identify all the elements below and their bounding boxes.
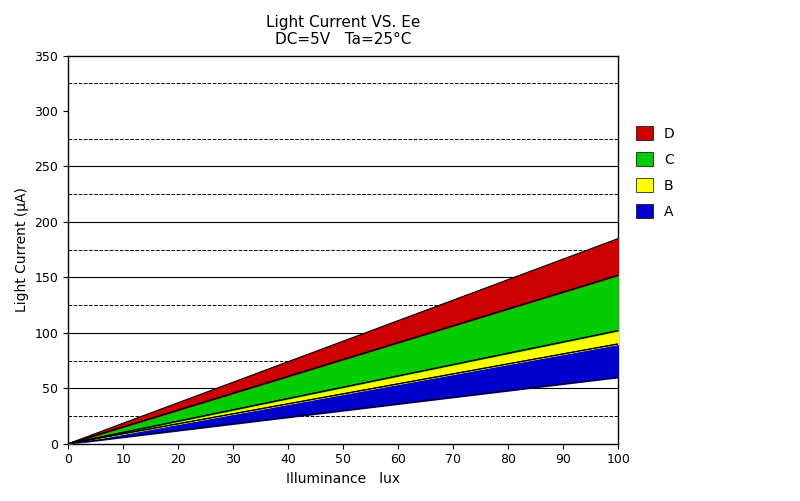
X-axis label: Illuminance   lux: Illuminance lux (286, 472, 400, 486)
Y-axis label: Light Current (μA): Light Current (μA) (15, 187, 29, 312)
Title: Light Current VS. Ee
DC=5V   Ta=25°C: Light Current VS. Ee DC=5V Ta=25°C (266, 15, 420, 48)
Legend: D, C, B, A: D, C, B, A (630, 121, 680, 224)
